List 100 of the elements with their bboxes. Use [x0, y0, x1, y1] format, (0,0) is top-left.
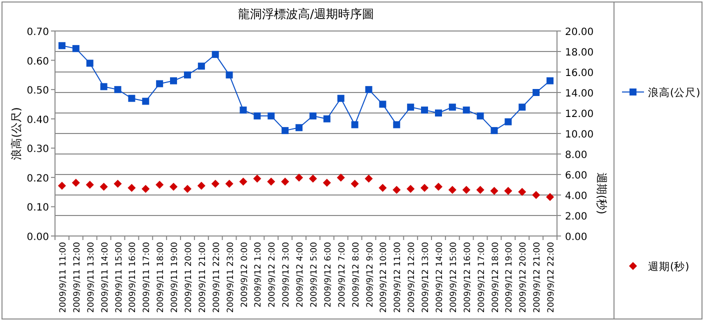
point — [434, 110, 442, 116]
x-tick-label: 2009/9/12 17:00 — [476, 242, 487, 313]
point — [239, 178, 248, 186]
point — [448, 186, 456, 194]
legend-label: 週期(秒) — [648, 261, 690, 273]
x-tick-label: 2009/9/12 16:00 — [462, 242, 473, 313]
y2-tick-label: 18.00 — [565, 48, 594, 58]
x-tick-label: 2009/9/12 20:00 — [518, 242, 529, 313]
x-tick-label: 2009/9/12 18:00 — [490, 242, 501, 313]
y-tick-label: 0.60 — [26, 56, 49, 68]
x-tick-label: 2009/9/11 18:00 — [156, 242, 166, 313]
chart-title: 龍洞浮標波高/週期時序圖 — [238, 7, 374, 21]
x-tick-label: 2009/9/11 17:00 — [142, 242, 152, 313]
point — [476, 112, 484, 120]
point — [156, 180, 164, 189]
y-tick-label: 0.70 — [26, 27, 49, 38]
x-tick-label: 2009/9/12 21:00 — [532, 242, 543, 313]
x-tick-label: 2009/9/12 7:00 — [337, 242, 348, 308]
point — [267, 178, 276, 186]
x-tick-label: 2009/9/12 0:00 — [240, 242, 250, 308]
x-tick-label: 2009/9/11 20:00 — [184, 242, 194, 313]
point — [336, 174, 345, 182]
x-tick-label: 2009/9/11 12:00 — [72, 242, 82, 313]
y2-tick-label: 2.00 — [565, 212, 588, 222]
point — [308, 174, 317, 183]
point — [240, 106, 247, 114]
point — [114, 86, 122, 94]
y-tick-label: 0.40 — [26, 114, 49, 126]
point — [58, 42, 66, 50]
legend-label: 浪高(公尺) — [648, 86, 700, 99]
x-tick-label: 2009/9/11 14:00 — [100, 242, 110, 313]
x-tick-label: 2009/9/11 23:00 — [226, 242, 236, 313]
point — [462, 186, 470, 194]
point — [282, 127, 289, 134]
point — [490, 127, 498, 134]
y2-tick-label: 12.00 — [565, 109, 594, 120]
point — [476, 186, 484, 194]
x-tick-label: 2009/9/12 6:00 — [323, 242, 334, 308]
point — [142, 184, 150, 193]
y-tick-label: 0.30 — [26, 144, 49, 156]
point — [170, 182, 178, 191]
point — [406, 184, 415, 193]
point — [197, 182, 206, 190]
point — [309, 112, 316, 120]
point — [365, 86, 372, 94]
point — [364, 174, 373, 183]
x-tick-label: 2009/9/12 19:00 — [504, 242, 515, 313]
point — [434, 182, 442, 191]
point — [546, 77, 554, 84]
point — [226, 71, 233, 78]
point — [322, 178, 331, 187]
point — [281, 178, 290, 186]
x-tick-label: 2009/9/12 14:00 — [434, 242, 445, 313]
point — [86, 180, 94, 189]
y2-tick-label: 14.00 — [565, 88, 594, 100]
x-tick-label: 2009/9/11 13:00 — [86, 242, 96, 313]
y2-tick-label: 16.00 — [565, 68, 594, 79]
x-tick-label: 2009/9/11 21:00 — [198, 242, 208, 313]
point — [212, 50, 219, 58]
point — [532, 89, 540, 96]
point — [296, 124, 303, 132]
x-tick-label: 2009/9/12 13:00 — [421, 242, 432, 313]
x-tick-label: 2009/9/12 3:00 — [282, 242, 292, 308]
y2-tick-label: 0.00 — [565, 232, 588, 243]
x-tick-label: 2009/9/12 12:00 — [407, 242, 418, 313]
point — [407, 104, 414, 111]
point — [128, 184, 136, 192]
x-tick-label: 2009/9/11 11:00 — [58, 242, 68, 313]
point — [504, 118, 512, 126]
x-tick-label: 2009/9/12 10:00 — [379, 242, 390, 313]
y2-tick-label: 4.00 — [565, 191, 588, 202]
point — [183, 184, 192, 193]
x-tick-label: 2009/9/12 4:00 — [296, 242, 306, 308]
point — [392, 186, 401, 194]
point — [100, 182, 108, 191]
point — [72, 178, 80, 187]
point — [211, 180, 220, 188]
y-tick-label: 0.50 — [26, 86, 49, 97]
point — [295, 174, 304, 182]
x-tick-label: 2009/9/12 2:00 — [268, 242, 278, 308]
point — [253, 174, 262, 183]
x-tick-label: 2009/9/11 15:00 — [114, 242, 124, 313]
y2-tick-label: 10.00 — [565, 130, 594, 140]
x-tick-label: 2009/9/12 9:00 — [365, 242, 376, 308]
x-tick-label: 2009/9/12 8:00 — [351, 242, 362, 308]
y2-tick-label: 8.00 — [565, 150, 588, 161]
point — [225, 180, 234, 188]
point — [462, 106, 470, 114]
point — [323, 115, 330, 122]
x-tick-label: 2009/9/12 1:00 — [254, 242, 264, 308]
point — [58, 182, 66, 190]
point — [393, 121, 400, 128]
point — [448, 104, 456, 111]
y2-axis-title: 週期(秒) — [595, 172, 608, 214]
point — [142, 98, 150, 105]
x-tick-label: 2009/9/11 16:00 — [128, 242, 138, 313]
y2-tick-label: 20.00 — [565, 27, 594, 38]
x-tick-label: 2009/9/12 22:00 — [546, 242, 557, 313]
point — [114, 180, 122, 188]
point — [72, 45, 80, 52]
